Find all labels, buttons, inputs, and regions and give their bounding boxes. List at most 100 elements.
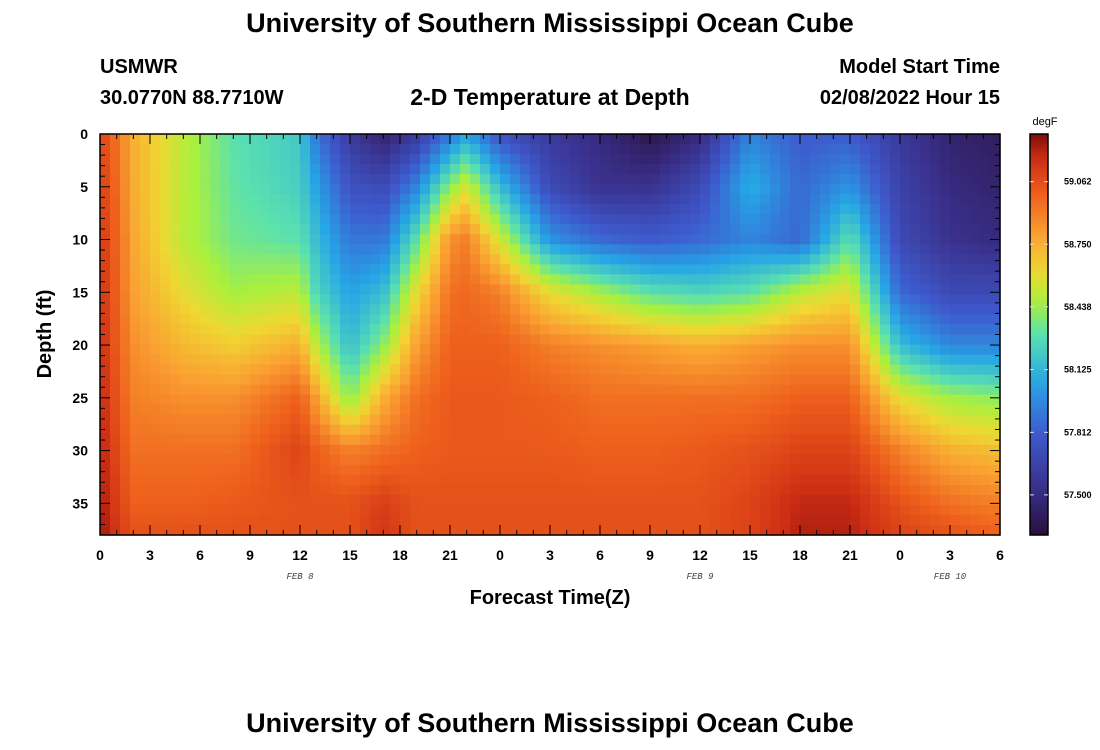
heatmap-cell bbox=[740, 474, 751, 486]
heatmap-cell bbox=[600, 464, 611, 476]
heatmap-cell bbox=[650, 224, 661, 235]
heatmap-cell bbox=[150, 504, 161, 516]
heatmap-cell bbox=[700, 144, 711, 155]
heatmap-cell bbox=[690, 294, 701, 306]
heatmap-cell bbox=[650, 184, 661, 195]
heatmap-cell bbox=[240, 354, 251, 366]
heatmap-cell bbox=[120, 194, 131, 205]
heatmap-cell bbox=[140, 464, 151, 476]
heatmap-cell bbox=[490, 144, 501, 155]
heatmap-cell bbox=[870, 514, 881, 526]
heatmap-cell bbox=[100, 164, 111, 175]
heatmap-cell bbox=[540, 514, 551, 526]
heatmap-cell bbox=[360, 254, 371, 265]
heatmap-cell bbox=[760, 284, 771, 296]
heatmap-cell bbox=[310, 454, 321, 466]
heatmap-cell bbox=[830, 294, 841, 306]
heatmap-cell bbox=[190, 144, 201, 155]
heatmap-cell bbox=[560, 394, 571, 406]
heatmap-cell bbox=[770, 434, 781, 446]
heatmap-cell bbox=[510, 284, 521, 296]
heatmap-cell bbox=[650, 294, 661, 306]
heatmap-cell bbox=[640, 294, 651, 306]
heatmap-cell bbox=[940, 464, 951, 476]
heatmap-cell bbox=[970, 514, 981, 526]
heatmap-cell bbox=[560, 134, 571, 145]
heatmap-cell bbox=[420, 444, 431, 456]
heatmap-cell bbox=[680, 144, 691, 155]
heatmap-cell bbox=[500, 504, 511, 516]
heatmap-cell bbox=[780, 264, 791, 275]
heatmap-cell bbox=[730, 484, 741, 496]
heatmap-cell bbox=[700, 204, 711, 215]
heatmap-cell bbox=[760, 204, 771, 215]
heatmap-cell bbox=[550, 174, 561, 185]
heatmap-cell bbox=[550, 434, 561, 446]
heatmap-cell bbox=[610, 174, 621, 185]
heatmap-cell bbox=[740, 454, 751, 466]
heatmap-cell bbox=[290, 144, 301, 155]
heatmap-cell bbox=[440, 284, 451, 296]
heatmap-cell bbox=[780, 384, 791, 396]
heatmap-cell bbox=[250, 444, 261, 456]
heatmap-cell bbox=[460, 194, 471, 205]
heatmap-cell bbox=[600, 424, 611, 436]
heatmap-cell bbox=[270, 284, 281, 296]
heatmap-cell bbox=[110, 484, 121, 496]
heatmap-cell bbox=[680, 234, 691, 245]
heatmap-cell bbox=[870, 454, 881, 466]
heatmap-cell bbox=[610, 494, 621, 506]
heatmap-cell bbox=[220, 424, 231, 436]
heatmap-cell bbox=[100, 294, 111, 306]
heatmap-cell bbox=[320, 144, 331, 155]
heatmap-cell bbox=[890, 254, 901, 265]
heatmap-cell bbox=[440, 234, 451, 245]
heatmap-cell bbox=[300, 164, 311, 175]
heatmap-cell bbox=[570, 374, 581, 386]
y-axis-title: Depth (ft) bbox=[34, 290, 56, 379]
heatmap-cell bbox=[110, 354, 121, 366]
heatmap-cell bbox=[790, 504, 801, 516]
heatmap-cell bbox=[250, 514, 261, 526]
heatmap-cell bbox=[610, 224, 621, 235]
heatmap-cell bbox=[460, 204, 471, 215]
heatmap-cell bbox=[510, 224, 521, 235]
heatmap-cell bbox=[380, 184, 391, 195]
heatmap-cell bbox=[170, 264, 181, 275]
heatmap-cell bbox=[900, 504, 911, 516]
heatmap-cell bbox=[560, 484, 571, 496]
heatmap-cell bbox=[590, 314, 601, 326]
heatmap-cell bbox=[520, 454, 531, 466]
heatmap-cell bbox=[960, 494, 971, 506]
heatmap-cell bbox=[480, 324, 491, 336]
heatmap-cell bbox=[290, 464, 301, 476]
heatmap-cell bbox=[890, 184, 901, 195]
heatmap-cell bbox=[140, 454, 151, 466]
heatmap-cell bbox=[250, 524, 261, 536]
heatmap-cell bbox=[500, 374, 511, 386]
heatmap-cell bbox=[880, 304, 891, 316]
heatmap-cell bbox=[350, 354, 361, 366]
heatmap-cell bbox=[450, 344, 461, 356]
heatmap-cell bbox=[540, 304, 551, 316]
heatmap-cell bbox=[250, 334, 261, 346]
heatmap-cell bbox=[850, 334, 861, 346]
heatmap-cell bbox=[520, 154, 531, 165]
heatmap-cell bbox=[160, 324, 171, 336]
heatmap-cell bbox=[700, 374, 711, 386]
heatmap-cell bbox=[910, 264, 921, 275]
heatmap-cell bbox=[410, 464, 421, 476]
heatmap-cell bbox=[860, 264, 871, 275]
heatmap-cell bbox=[280, 254, 291, 265]
heatmap-cell bbox=[830, 334, 841, 346]
heatmap-cell bbox=[230, 194, 241, 205]
heatmap-cell bbox=[490, 434, 501, 446]
heatmap-cell bbox=[470, 414, 481, 426]
heatmap-cell bbox=[870, 464, 881, 476]
heatmap-cell bbox=[910, 484, 921, 496]
heatmap-cell bbox=[140, 254, 151, 265]
heatmap-cell bbox=[880, 434, 891, 446]
heatmap-cell bbox=[110, 224, 121, 235]
heatmap-cell bbox=[580, 234, 591, 245]
heatmap-cell bbox=[960, 424, 971, 436]
